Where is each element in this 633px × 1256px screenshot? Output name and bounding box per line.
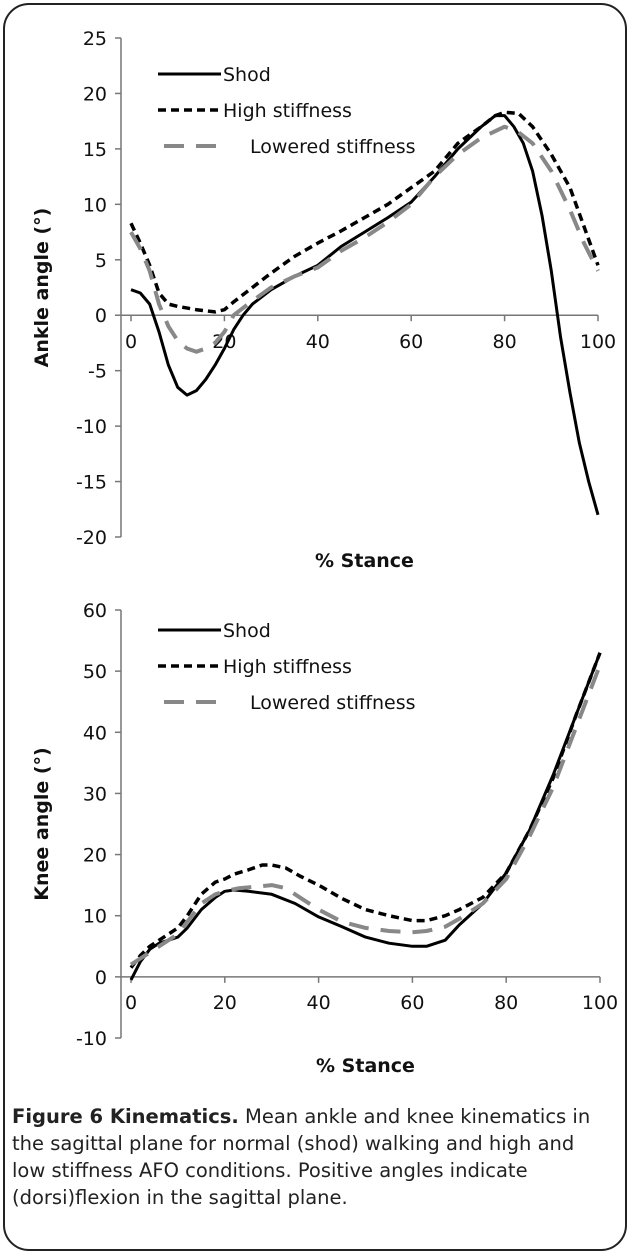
legend-label: Shod: [223, 620, 271, 642]
legend-label: Lowered stiffness: [250, 136, 416, 158]
series-line-lowered-stiffness: [129, 124, 600, 354]
x-tick-label: 60: [400, 992, 424, 1014]
figure-frame: [3, 3, 627, 1251]
x-tick-label: 60: [399, 331, 423, 353]
x-tick-label: 100: [582, 992, 618, 1014]
y-tick-label: 20: [83, 845, 107, 867]
series-line-lowered-stiffness: [129, 664, 602, 967]
caption-text: Mean ankle and knee kinematics in the sa…: [12, 1105, 591, 1209]
series-line-shod: [130, 114, 600, 516]
legend-label: High stiffness: [223, 656, 352, 678]
y-tick-label: 40: [83, 722, 107, 744]
x-tick-label: 80: [494, 992, 518, 1014]
legend: Shod High stiffness Lowered stiffness: [158, 64, 416, 158]
y-tick-label: -10: [76, 1028, 107, 1050]
y-tick-label: 0: [95, 967, 107, 989]
y-tick-label: -20: [76, 527, 107, 549]
x-axis-label: % Stance: [315, 550, 414, 572]
y-tick-label: 20: [83, 83, 107, 105]
x-tick-label: 40: [306, 331, 330, 353]
y-tick-label: 10: [83, 194, 107, 216]
y-axis-label: Knee angle (°): [31, 747, 53, 900]
figure-caption: Figure 6 Kinematics. Mean ankle and knee…: [12, 1103, 612, 1211]
y-tick-label: -10: [76, 416, 107, 438]
y-tick-label: 0: [95, 305, 107, 327]
y-tick-label: -5: [88, 361, 107, 383]
y-tick-label: 10: [83, 906, 107, 928]
y-tick-label: -15: [76, 472, 107, 494]
legend-label: Lowered stiffness: [250, 692, 416, 714]
x-tick-label: 100: [580, 331, 616, 353]
x-tick-label: 40: [307, 992, 331, 1014]
y-tick-label: 15: [83, 139, 107, 161]
x-tick-label: 0: [125, 331, 137, 353]
series-line-high-stiffness: [129, 110, 600, 314]
x-tick-label: 20: [213, 992, 237, 1014]
x-tick-label: 0: [125, 992, 137, 1014]
chart-2: -10 0 10 20 30 40 50 60 0 20 40 60 80 100 % Stance Knee…: [31, 600, 618, 1077]
y-tick-label: 50: [83, 661, 107, 683]
x-tick-label: 80: [493, 331, 517, 353]
y-tick-label: 30: [83, 783, 107, 805]
x-axis-label: % Stance: [316, 1055, 415, 1077]
legend: Shod High stiffness Lowered stiffness: [158, 620, 416, 714]
legend-label: Shod: [223, 64, 271, 86]
legend-label: High stiffness: [223, 100, 352, 122]
caption-title: Figure 6 Kinematics.: [12, 1105, 239, 1128]
y-tick-label: 25: [83, 28, 107, 50]
y-tick-label: 5: [95, 250, 107, 272]
y-tick-label: 60: [83, 600, 107, 622]
y-axis-label: Ankle angle (°): [31, 208, 53, 368]
